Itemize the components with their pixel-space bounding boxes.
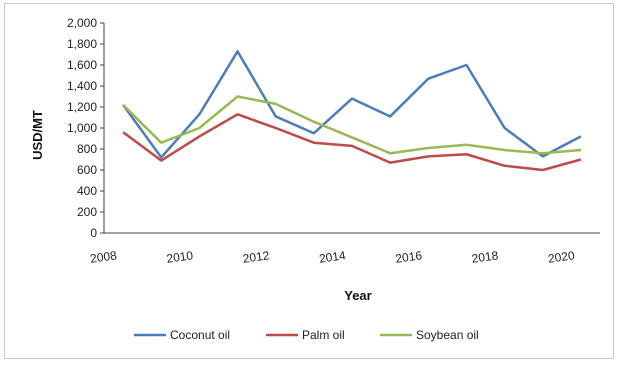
y-tick-label: 800 [77,142,97,156]
y-tick-labels: 0 200 400 600 800 1,000 1,200 1,400 1,600 1,800 2,… [67,16,104,240]
series-line-palm-oil [122,113,582,172]
x-tick-label: 2016 [394,248,423,266]
x-tick-label: 2010 [166,248,195,266]
y-tick-label: 0 [90,226,97,240]
y-tick-label: 1,400 [67,79,97,93]
x-tick-label: 2018 [471,248,500,266]
x-tick-label: 2008 [89,248,118,266]
y-tick-label: 1,200 [67,100,97,114]
y-tick-label: 1,600 [67,58,97,72]
x-tick-label: 2020 [547,248,576,266]
legend-label: Soybean oil [416,328,479,342]
legend: Coconut oil Palm oil Soybean oil [134,328,479,342]
legend-label: Palm oil [302,328,345,342]
y-tick-label: 600 [77,163,97,177]
x-tick-labels: 2008 2010 2012 2014 2016 2018 2020 [89,248,576,266]
y-tick-label: 1,000 [67,121,97,135]
y-tick-label: 2,000 [67,16,97,30]
series-lines [122,50,582,172]
x-tick-label: 2014 [318,248,347,266]
series-line-soybean-oil [122,95,582,155]
y-axis-title: USD/MT [30,110,45,160]
y-tick-label: 1,800 [67,37,97,51]
series-line-coconut-oil [122,50,582,159]
chart-frame [4,3,614,359]
x-tick-label: 2012 [242,248,271,266]
y-tick-label: 400 [77,184,97,198]
y-tick-label: 200 [77,205,97,219]
x-axis-title: Year [344,288,371,303]
legend-label: Coconut oil [170,328,230,342]
